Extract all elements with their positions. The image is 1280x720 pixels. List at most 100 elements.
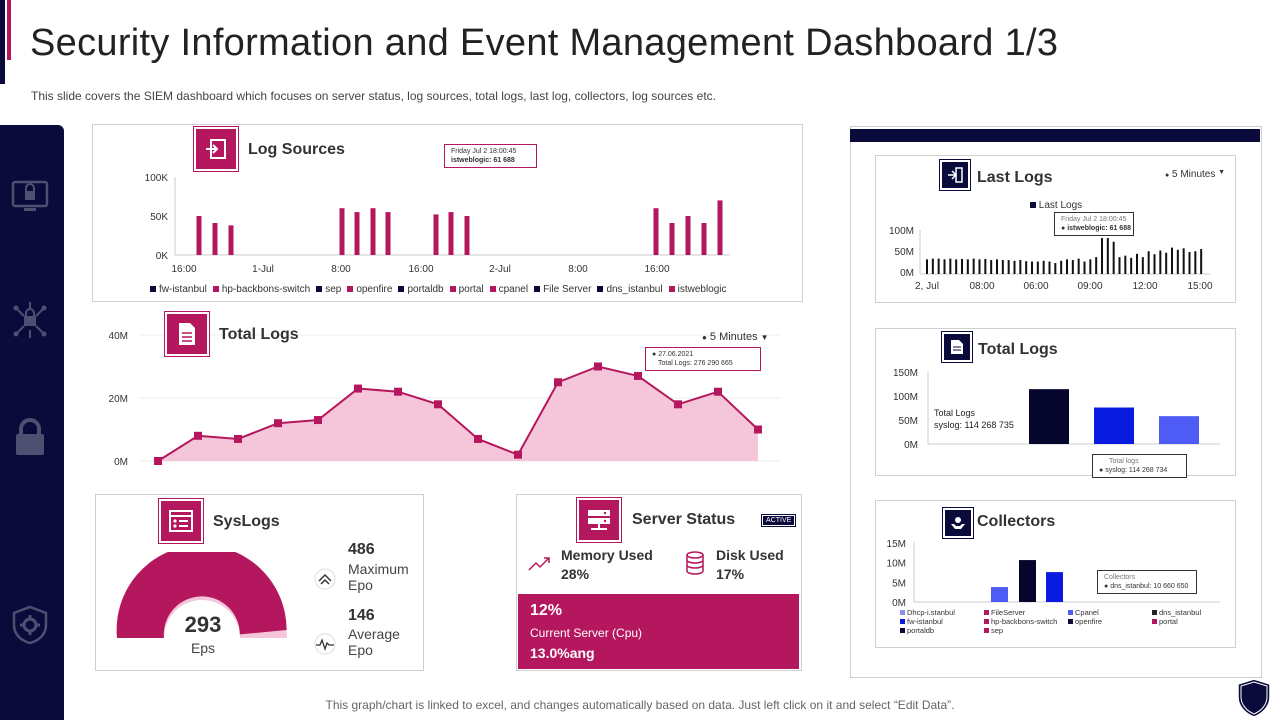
x-tick-label: 16:00 bbox=[408, 264, 433, 275]
bar bbox=[996, 259, 998, 274]
legend-item[interactable]: Cpanel bbox=[1068, 608, 1152, 617]
bar bbox=[685, 216, 691, 255]
legend-item[interactable]: cpanel bbox=[489, 284, 528, 295]
data-point bbox=[514, 450, 522, 459]
cpu-label: Current Server (Cpu) bbox=[530, 626, 643, 640]
legend-item[interactable]: istweblogic bbox=[668, 284, 727, 295]
legend-swatch bbox=[1068, 610, 1073, 615]
legend-item[interactable]: portal bbox=[449, 284, 484, 295]
bar bbox=[448, 212, 454, 255]
bar bbox=[1200, 249, 1203, 274]
avg-epo-label-1: Average bbox=[348, 626, 400, 642]
y-tick-label: 100M bbox=[889, 226, 914, 237]
monitor-lock-icon[interactable] bbox=[10, 177, 50, 217]
total-logs-tooltip: ● 27.06.2021 Total Logs: 276 290 665 bbox=[645, 347, 761, 372]
data-point bbox=[234, 434, 242, 443]
trend-up-icon bbox=[528, 557, 550, 571]
legend-label: sep bbox=[325, 283, 342, 295]
bar bbox=[984, 258, 987, 274]
data-point bbox=[154, 457, 162, 465]
bar bbox=[937, 258, 940, 274]
legend-item[interactable]: Dhcp-i.stanbul bbox=[900, 608, 984, 617]
legend-item[interactable]: openfire bbox=[1068, 617, 1152, 626]
legend-item[interactable]: dns_istanbul bbox=[1152, 608, 1230, 617]
bar bbox=[931, 258, 934, 274]
chevron-down-icon: ▼ bbox=[760, 333, 769, 342]
legend-label: fw-istanbul bbox=[907, 617, 943, 626]
accent-bar-magenta bbox=[7, 0, 11, 60]
syslogs-unit: Eps bbox=[190, 640, 216, 656]
tooltip-value: ● dns_istanbul: 10 660 650 bbox=[1104, 583, 1189, 591]
log-sources-icon-box bbox=[193, 126, 239, 172]
total-logs-side-title: Total Logs bbox=[978, 341, 1058, 358]
legend-swatch bbox=[900, 610, 905, 615]
legend-item[interactable]: sep bbox=[316, 284, 341, 295]
shield-gear-icon[interactable] bbox=[10, 605, 50, 645]
legend-item[interactable]: hp-backbons-switch bbox=[212, 284, 310, 295]
annotation-line-1: Total Logs bbox=[934, 408, 976, 418]
legend-item[interactable]: File Server bbox=[534, 284, 591, 295]
legend-swatch bbox=[316, 286, 323, 292]
legend-item[interactable]: hp-backbons-switch bbox=[984, 617, 1068, 626]
last-logs-chart: 100M 50M 0M 2, Jul 08:00 06:00 09:00 12:00 15:0… bbox=[889, 226, 1213, 292]
legend-item[interactable]: fw-istanbul bbox=[150, 284, 207, 295]
legend-item[interactable]: dns_istanbul bbox=[597, 284, 663, 295]
bar bbox=[1048, 261, 1051, 274]
interval-label: 5 Minutes bbox=[709, 331, 758, 343]
legend-swatch bbox=[150, 286, 156, 292]
x-tick-label: 12:00 bbox=[1132, 281, 1157, 292]
bar bbox=[1019, 560, 1036, 602]
bar bbox=[1118, 257, 1121, 274]
legend-item[interactable]: portaldb bbox=[398, 284, 444, 295]
last-logs-interval[interactable]: ● 5 Minutes ▼ bbox=[1165, 169, 1226, 180]
legend-item[interactable]: FileServer bbox=[984, 608, 1068, 617]
disk-used-label: Disk Used bbox=[716, 547, 784, 563]
legend-label: Dhcp-i.stanbul bbox=[907, 608, 955, 617]
logout-icon bbox=[948, 167, 963, 183]
bar bbox=[1066, 259, 1068, 274]
legend-label: Cpanel bbox=[1075, 608, 1099, 617]
legend-swatch bbox=[212, 286, 219, 292]
annotation-line-2: syslog: 114 268 735 bbox=[934, 420, 1014, 430]
legend-item[interactable]: portal bbox=[1152, 617, 1230, 626]
login-icon bbox=[206, 139, 226, 159]
bar bbox=[926, 259, 928, 274]
total-logs-line bbox=[157, 365, 759, 462]
legend-item[interactable]: fw-istanbul bbox=[900, 617, 984, 626]
x-tick-label: 2, Jul bbox=[915, 281, 939, 292]
bar bbox=[1182, 248, 1185, 274]
accent-bar bbox=[0, 0, 5, 84]
padlock-icon[interactable] bbox=[10, 417, 50, 457]
bar bbox=[966, 259, 969, 274]
total-logs-interval[interactable]: ● 5 Minutes ▼ bbox=[702, 331, 769, 343]
network-lock-icon[interactable] bbox=[10, 300, 50, 340]
bar bbox=[1019, 260, 1022, 274]
tooltip-date: Friday Jul 2 18:00:45 bbox=[1061, 216, 1127, 223]
legend-item[interactable]: openfire bbox=[347, 284, 392, 295]
bar bbox=[1013, 260, 1016, 274]
bar bbox=[1153, 254, 1156, 274]
y-tick-label: 0M bbox=[900, 268, 914, 279]
legend-swatch bbox=[1152, 619, 1157, 624]
page-subtitle: This slide covers the SIEM dashboard whi… bbox=[31, 89, 716, 103]
y-tick-label: 50K bbox=[150, 212, 168, 223]
data-point bbox=[634, 371, 642, 380]
max-epo-label-2: Epo bbox=[348, 577, 373, 593]
legend-swatch bbox=[398, 286, 405, 292]
hand-gear-icon bbox=[951, 517, 965, 529]
data-point bbox=[434, 400, 442, 409]
cpu-value: 12% bbox=[530, 602, 563, 619]
page-title: Security Information and Event Managemen… bbox=[30, 22, 1059, 64]
data-point bbox=[194, 431, 202, 440]
y-tick-label: 0M bbox=[114, 457, 128, 468]
total-logs-area bbox=[158, 366, 758, 461]
legend-swatch bbox=[984, 619, 989, 624]
x-tick-label: 8:00 bbox=[568, 264, 588, 275]
bar bbox=[1171, 247, 1173, 274]
legend-item[interactable]: sep bbox=[984, 626, 1068, 635]
collectors-tooltip: Collectors ● dns_istanbul: 10 660 650 bbox=[1097, 570, 1197, 595]
legend-swatch bbox=[984, 628, 989, 633]
total-logs-side-chart: 150M 100M 50M 0M bbox=[893, 368, 1220, 451]
avg-epo-value: 146 bbox=[348, 607, 375, 624]
legend-item[interactable]: portaldb bbox=[900, 626, 984, 635]
